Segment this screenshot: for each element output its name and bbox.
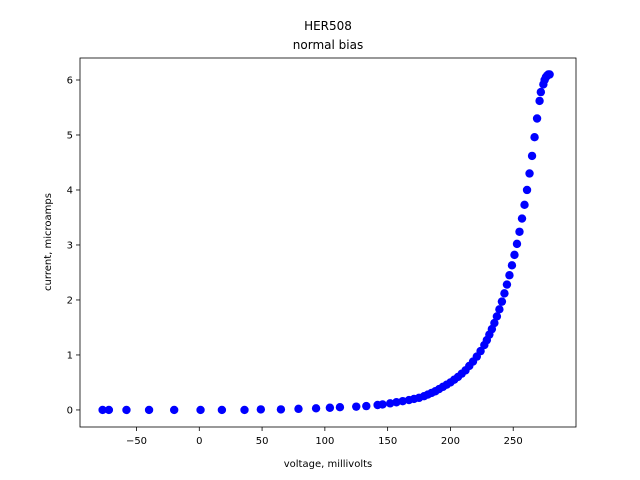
data-point [169,405,179,415]
x-tick-label: 250 [504,436,523,447]
x-axis-ticks: −50 0 50 100 150 200 250 [126,427,523,447]
data-point [276,405,286,414]
x-tick-label: 200 [441,436,460,447]
data-point [398,396,407,406]
data-point [536,87,546,97]
scatter-points [98,70,554,415]
data-point [217,405,227,415]
plot-frame [79,57,577,428]
data-point [530,132,539,142]
data-point [335,403,345,412]
y-tick-label: 6 [67,75,73,86]
x-tick-label: −50 [126,436,147,447]
data-point [525,169,534,178]
data-point [476,346,485,356]
y-tick-label: 0 [67,405,73,416]
data-point [497,297,507,306]
data-point [256,405,266,414]
data-point [385,399,395,408]
data-point [512,239,522,249]
chart-title: HER508 [304,19,352,33]
y-tick-label: 4 [67,185,73,196]
x-axis-label: voltage, millivolts [284,459,373,470]
y-tick-label: 3 [67,240,73,251]
chart-subtitle: normal bias [293,38,363,52]
x-tick-label: 100 [315,436,334,447]
data-point [196,405,205,415]
data-point [240,405,249,415]
data-point [104,405,114,415]
x-tick-label: 0 [196,436,202,447]
data-point [505,271,514,280]
data-point [378,400,387,409]
data-point [98,405,107,415]
x-tick-label: 50 [256,436,269,447]
y-axis-ticks: 0 1 2 3 4 5 6 [67,75,80,416]
data-point [144,405,154,415]
data-point [392,398,401,407]
data-point [520,200,529,210]
data-point [352,402,361,411]
data-point [325,403,335,412]
data-point [362,401,371,411]
data-point [311,404,321,413]
data-point [535,96,544,106]
x-tick-label: 150 [378,436,397,447]
y-tick-label: 1 [67,350,73,361]
data-point [532,114,542,123]
data-point [510,250,519,260]
data-point [507,261,517,270]
data-point [122,405,131,415]
data-point [545,70,554,79]
data-point [294,404,303,414]
data-point [527,151,537,161]
data-point [522,185,532,195]
y-tick-label: 5 [67,130,73,141]
data-point [517,214,527,223]
data-point [502,280,512,289]
data-point [490,318,499,328]
y-tick-label: 2 [67,295,73,306]
data-point [492,312,502,321]
data-point [495,305,504,314]
data-point [515,227,524,236]
data-point [500,289,509,298]
y-axis-label: current, microamps [43,193,54,291]
